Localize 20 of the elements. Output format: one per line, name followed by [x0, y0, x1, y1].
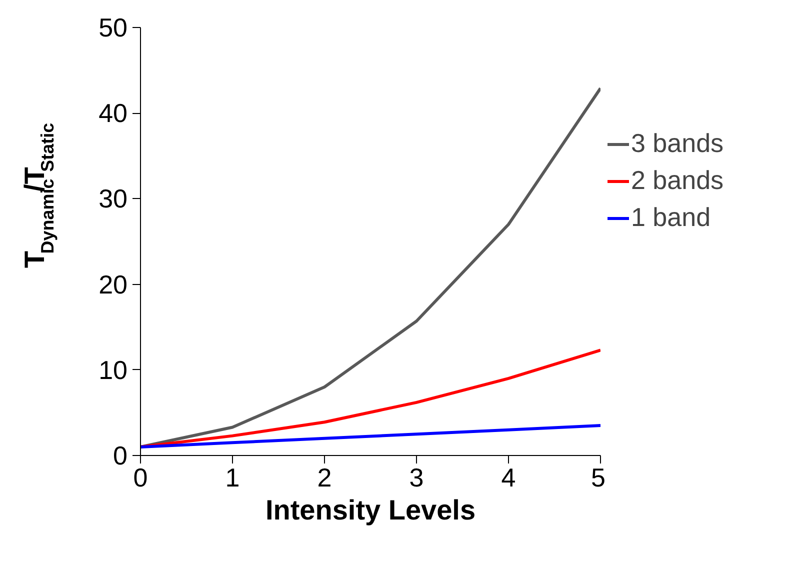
x-tick-label: 4 — [501, 462, 516, 492]
x-axis-title: Intensity Levels — [265, 494, 476, 526]
line-series — [140, 86, 600, 448]
y-tick-label: 40 — [98, 98, 128, 128]
line-series — [140, 348, 600, 448]
y-tick-label: 30 — [98, 184, 128, 214]
y-tick-label: 50 — [98, 12, 128, 42]
y-tick-label: 0 — [113, 440, 128, 470]
y-axis-title: TDynamic/TStatic — [19, 122, 58, 268]
line-series — [140, 424, 600, 448]
y-tick-label: 10 — [98, 354, 128, 385]
x-tick-label: 5 — [591, 462, 606, 492]
legend-label: 3 bands — [631, 128, 724, 159]
x-tick-label: 0 — [133, 462, 148, 492]
x-tick-label: 2 — [317, 462, 332, 492]
x-tick-label: 3 — [409, 462, 424, 492]
legend-label: 2 bands — [631, 165, 724, 196]
y-tick-label: 20 — [98, 269, 128, 300]
x-tick-label: 1 — [225, 462, 240, 492]
legend-label: 1 band — [631, 202, 711, 233]
